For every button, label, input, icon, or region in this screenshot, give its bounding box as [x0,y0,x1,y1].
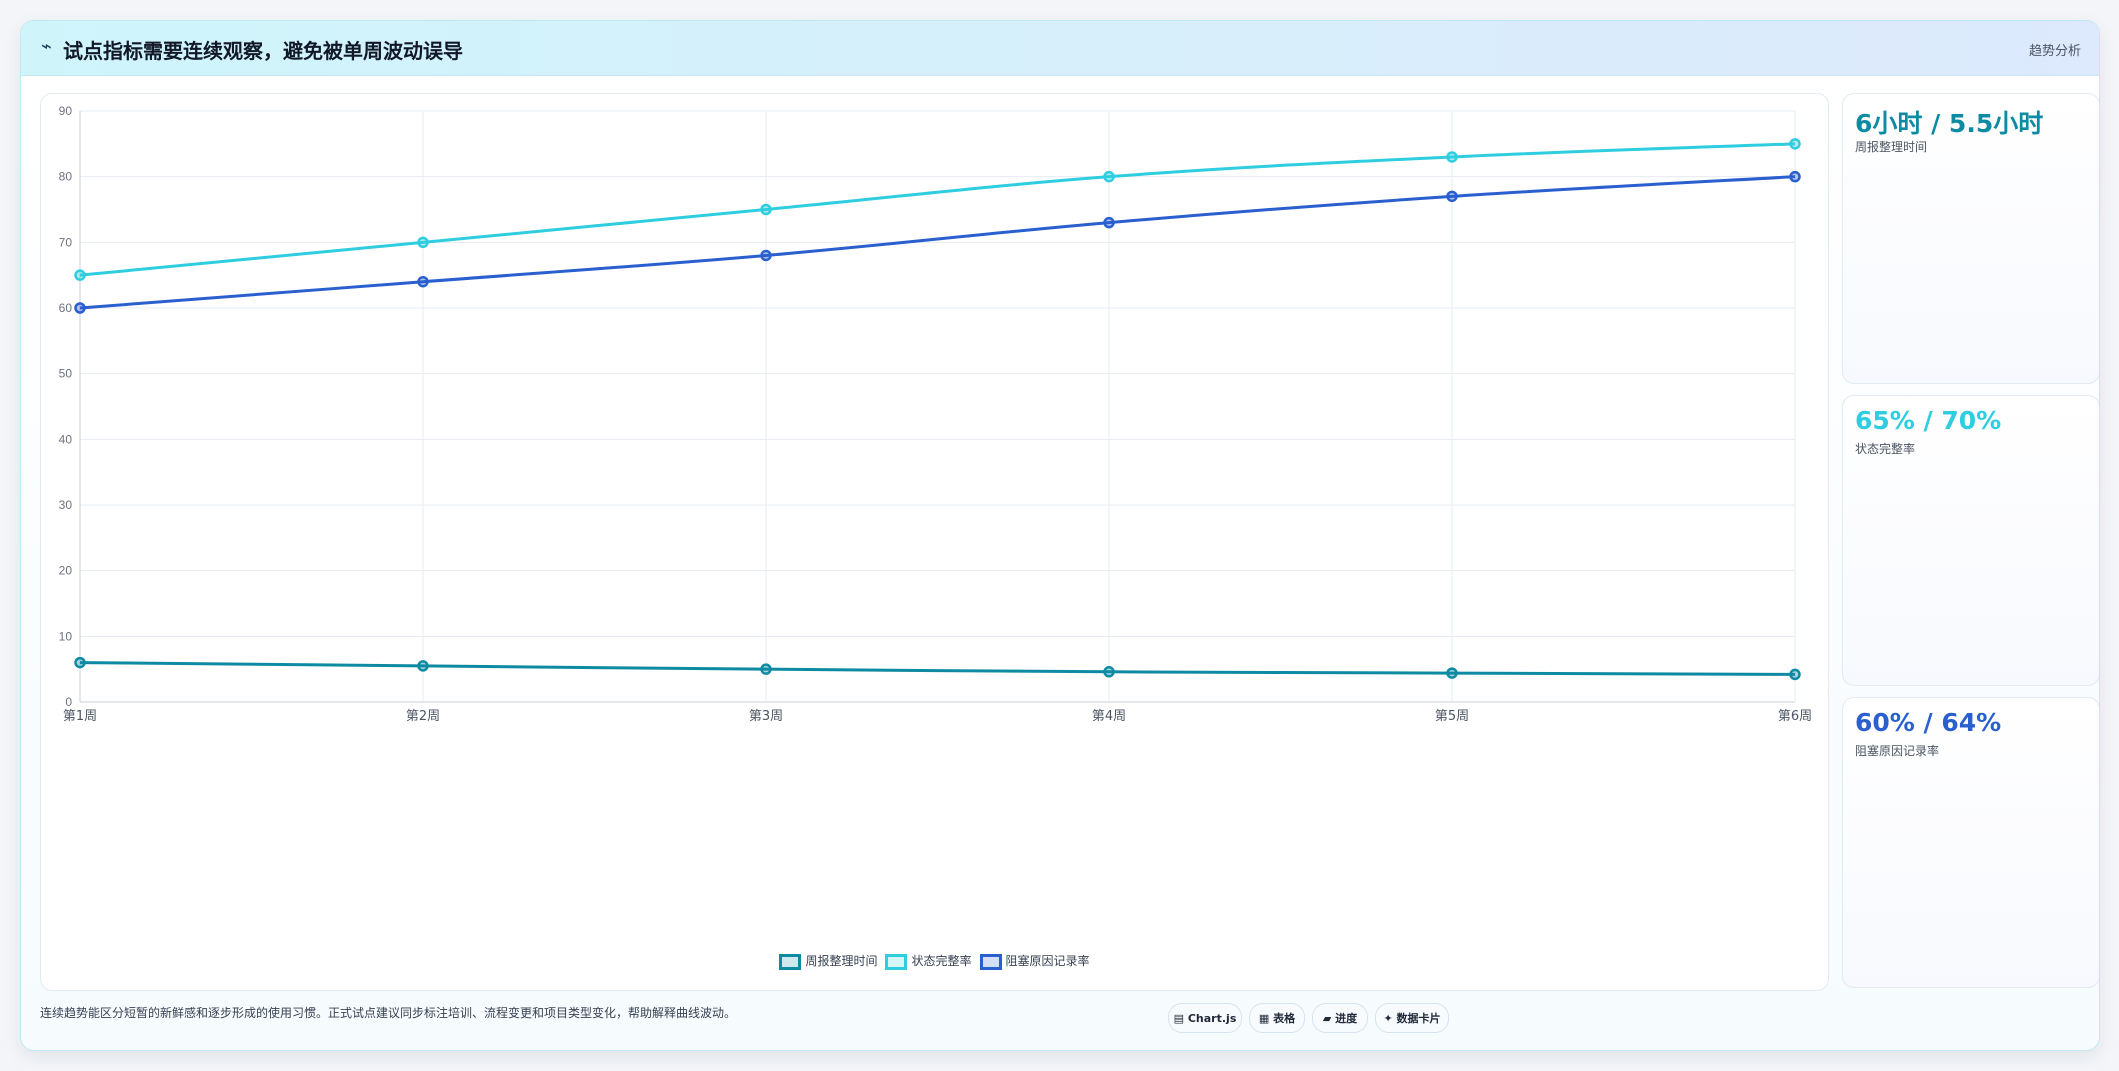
chip-label: 进度 [1335,1012,1358,1025]
data-point [1103,170,1115,183]
stat-label: 周报整理时间 [1855,140,1928,154]
series-line-1 [79,661,1796,676]
trend-icon: ⌁ [41,36,52,57]
data-point [74,656,86,669]
stat-value: 65% / 70% [1855,406,2002,435]
y-tick-label: 60 [59,301,73,315]
stat-label: 状态完整率 [1855,442,1916,456]
series-line-3 [79,175,1796,310]
legend-item[interactable]: 状态完整率 [885,952,972,970]
legend-swatch [779,953,802,970]
main-card: ⌁ 试点指标需要连续观察，避免被单周波动误导 趋势分析 0 10 20 30 40 50 6… [20,20,2100,1051]
y-tick-label: 10 [59,629,73,643]
legend-item[interactable]: 周报整理时间 [779,952,877,970]
data-point [1446,190,1458,203]
x-tick-label: 第3周 [749,709,783,724]
stat-value: 6小时 / 5.5小时 [1855,109,2044,138]
x-tick-label: 第5周 [1435,709,1469,724]
data-point [1103,216,1115,229]
chart-legend: 周报整理时间 状态完整率 阻塞原因记录率 [41,952,1828,970]
data-point [1789,170,1801,183]
stat-value: 60% / 64% [1855,708,2002,737]
section-tag: 趋势分析 [2028,44,2081,59]
footer-note: 连续趋势能区分短暂的新鲜感和逐步形成的使用习惯。正式试点建议同步标注培训、流程变… [40,1006,737,1020]
legend-label: 阻塞原因记录率 [1005,954,1090,968]
table-icon: ▦ [1258,1011,1270,1025]
data-point [1446,151,1458,163]
y-tick-label: 20 [59,564,73,578]
legend-item[interactable]: 阻塞原因记录率 [979,952,1090,970]
data-point [760,663,772,675]
y-tick-label: 30 [59,498,73,512]
x-tick-label: 第6周 [1778,709,1812,724]
x-tick-label: 第1周 [63,709,97,724]
data-point [1446,667,1458,679]
stat-card-report-time: 6小时 / 5.5小时 周报整理时间 [1842,93,2099,384]
data-point [417,660,429,672]
data-point [417,275,429,288]
x-tick-label: 第4周 [1092,709,1126,724]
data-point [1103,666,1115,678]
y-tick-label: 40 [59,432,73,446]
data-point [760,249,772,262]
x-tick-label: 第2周 [406,709,440,724]
y-tick-label: 0 [65,695,72,709]
chip-label: 表格 [1273,1012,1296,1025]
stat-label: 阻塞原因记录率 [1855,744,1940,758]
chip-data-card[interactable]: ✦ 数据卡片 [1375,1003,1449,1033]
y-tick-label: 70 [59,235,73,249]
data-point [1789,138,1801,150]
chip-label: Chart.js [1187,1011,1237,1025]
data-point [760,203,772,216]
stat-card-status-completeness: 65% / 70% 状态完整率 [1842,395,2099,686]
data-point [74,269,86,281]
y-tick-label: 80 [59,170,73,184]
data-point [1789,668,1801,681]
chip-progress[interactable]: ▰ 进度 [1312,1003,1368,1033]
y-tick-label: 50 [59,367,73,381]
legend-swatch [885,953,908,970]
chart-icon: ▤ [1173,1011,1185,1025]
progress-icon: ▰ [1322,1011,1332,1025]
line-chart: 0 10 20 30 40 50 60 70 80 90 第1周 第2周 第3周 第4周 第5周 第6周 [59,104,1813,724]
card-header: ⌁ 试点指标需要连续观察，避免被单周波动误导 趋势分析 [21,21,2099,76]
sparkle-icon: ✦ [1383,1011,1393,1025]
series-line-2 [79,142,1796,277]
legend-label: 周报整理时间 [805,954,878,968]
chip-label: 数据卡片 [1396,1012,1441,1025]
legend-label: 状态完整率 [911,954,972,968]
legend-swatch [979,953,1002,970]
chip-table[interactable]: ▦ 表格 [1249,1003,1305,1033]
y-tick-label: 90 [59,104,73,118]
chip-chartjs[interactable]: ▤ Chart.js [1168,1003,1242,1033]
line-chart-panel: 0 10 20 30 40 50 60 70 80 90 第1周 第2周 第3周 第4周 第5周 第6周 周报… [40,93,1829,991]
stat-card-blocker-record-rate: 60% / 64% 阻塞原因记录率 [1842,697,2099,988]
data-point [417,236,429,249]
data-point [74,302,86,314]
page-title: 试点指标需要连续观察，避免被单周波动误导 [63,39,463,63]
